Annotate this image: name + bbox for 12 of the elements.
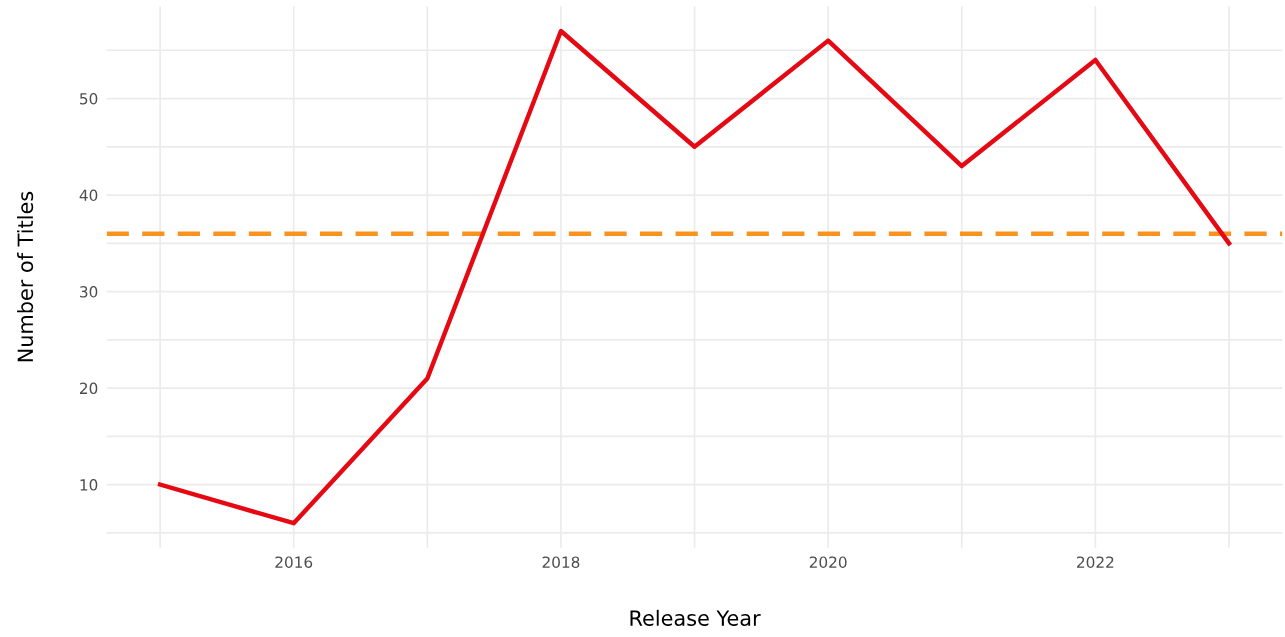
x-tick-label: 2016 [275,556,313,568]
x-axis-title: Release Year [630,609,761,626]
line-series [157,28,1232,526]
x-tick-label: 2022 [1077,556,1114,568]
x-tick-label: 2020 [809,556,847,568]
x-tick-label: 2018 [542,556,580,568]
y-tick-label: 30 [80,286,98,298]
y-tick-label: 40 [79,189,98,202]
y-axis-title: Number of Titles [17,191,34,362]
y-tick-label: 10 [80,479,98,491]
y-tick-label: 50 [80,93,98,105]
y-tick-label: 20 [80,382,98,395]
